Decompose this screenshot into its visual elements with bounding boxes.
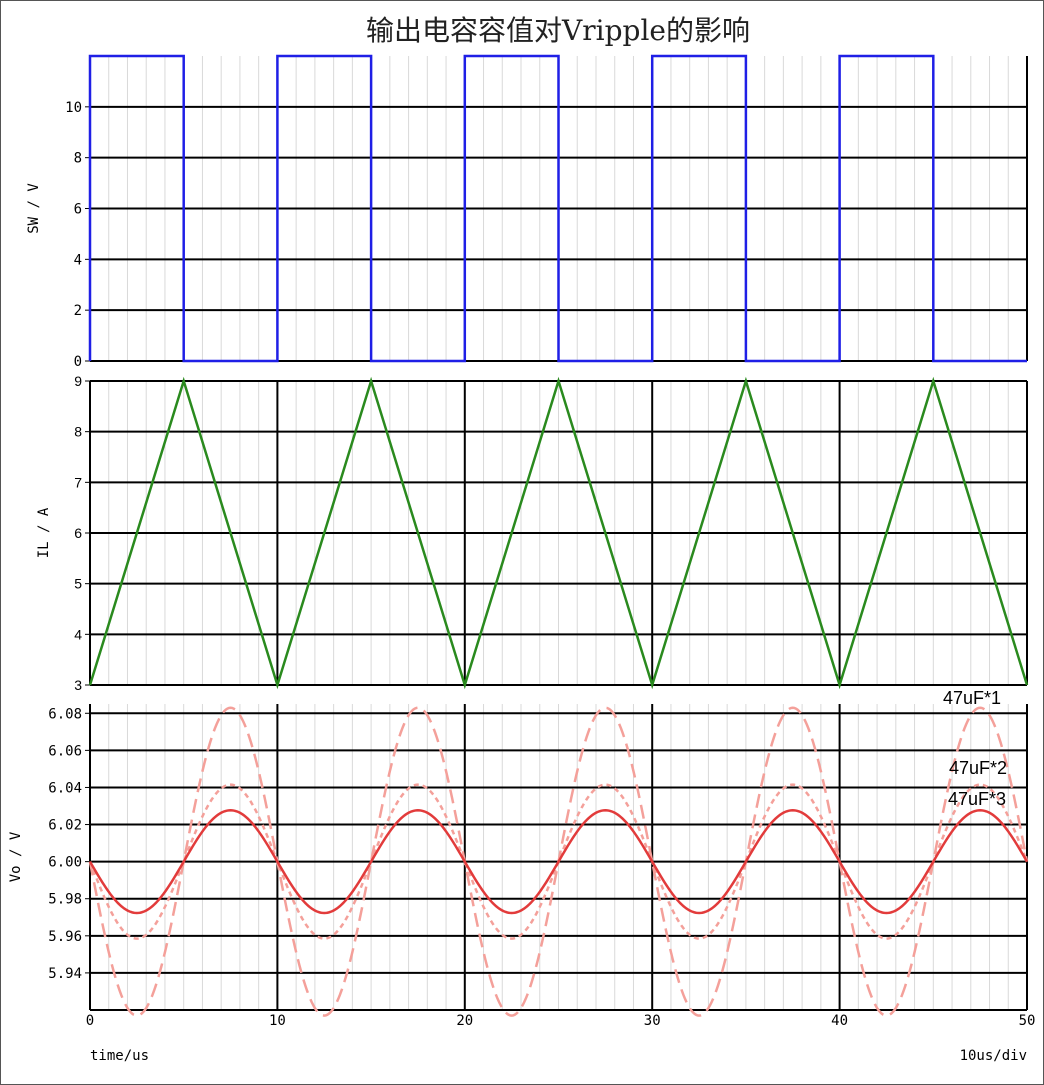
vo-series-47uf-3 xyxy=(88,809,1029,915)
y-tick-label: 6 xyxy=(74,525,82,541)
x-tick-label: 50 xyxy=(1019,1013,1036,1029)
y-tick-label: 9 xyxy=(74,373,82,389)
x-tick-label: 10 xyxy=(269,1013,286,1029)
y-axis-label: IL / A xyxy=(36,507,52,558)
y-tick-label: 6.00 xyxy=(48,855,82,871)
y-tick-label: 6.04 xyxy=(48,780,82,796)
series-annotation: 47uF*1 xyxy=(943,688,1001,708)
y-tick-label: 6.06 xyxy=(48,743,82,759)
chart-panels: 0 2 4 6 8 10 SW / V 3 4 5 6 7 8 9 IL / A 5.94 5.96 5.98 6.… xyxy=(8,54,1035,1029)
y-tick-label: 8 xyxy=(74,151,82,167)
y-tick-label: 5 xyxy=(74,576,82,592)
y-tick-label: 0 xyxy=(74,354,82,370)
y-tick-label: 10 xyxy=(65,100,82,116)
y-tick-label: 4 xyxy=(74,252,82,268)
x-axis-unit-label: time/us xyxy=(90,1048,149,1064)
y-tick-label: 6.02 xyxy=(48,818,82,834)
y-tick-label: 8 xyxy=(74,424,82,440)
x-tick-label: 30 xyxy=(644,1013,661,1029)
il-series-line xyxy=(88,376,1029,690)
y-tick-label: 5.94 xyxy=(48,966,82,982)
y-tick-label: 2 xyxy=(74,303,82,319)
chart-title: 输出电容容值对Vripple的影响 xyxy=(366,14,750,47)
series-annotation: 47uF*2 xyxy=(949,758,1007,778)
y-tick-label: 7 xyxy=(74,474,82,490)
series-annotation: 47uF*3 xyxy=(948,789,1006,809)
panel-3: 5.94 5.96 5.98 6.00 6.02 6.04 6.06 6.08 Vo / V 47… xyxy=(8,688,1035,1029)
panel-2: 3 4 5 6 7 8 9 IL / A xyxy=(36,373,1029,693)
y-tick-label: 3 xyxy=(74,677,82,693)
x-axis-div-label: 10us/div xyxy=(960,1048,1027,1064)
y-axis-label: Vo / V xyxy=(8,831,24,882)
x-tick-label: 20 xyxy=(456,1013,473,1029)
y-tick-label: 5.98 xyxy=(48,892,82,908)
sw-series-line xyxy=(88,54,1027,363)
y-axis-label: SW / V xyxy=(26,183,42,234)
y-tick-label: 6.08 xyxy=(48,706,82,722)
x-tick-label: 40 xyxy=(831,1013,848,1029)
y-tick-label: 5.96 xyxy=(48,929,82,945)
y-tick-label: 6 xyxy=(74,202,82,218)
panel-1: 0 2 4 6 8 10 SW / V xyxy=(26,54,1028,370)
x-tick-label: 0 xyxy=(86,1013,94,1029)
y-tick-label: 4 xyxy=(74,626,82,642)
